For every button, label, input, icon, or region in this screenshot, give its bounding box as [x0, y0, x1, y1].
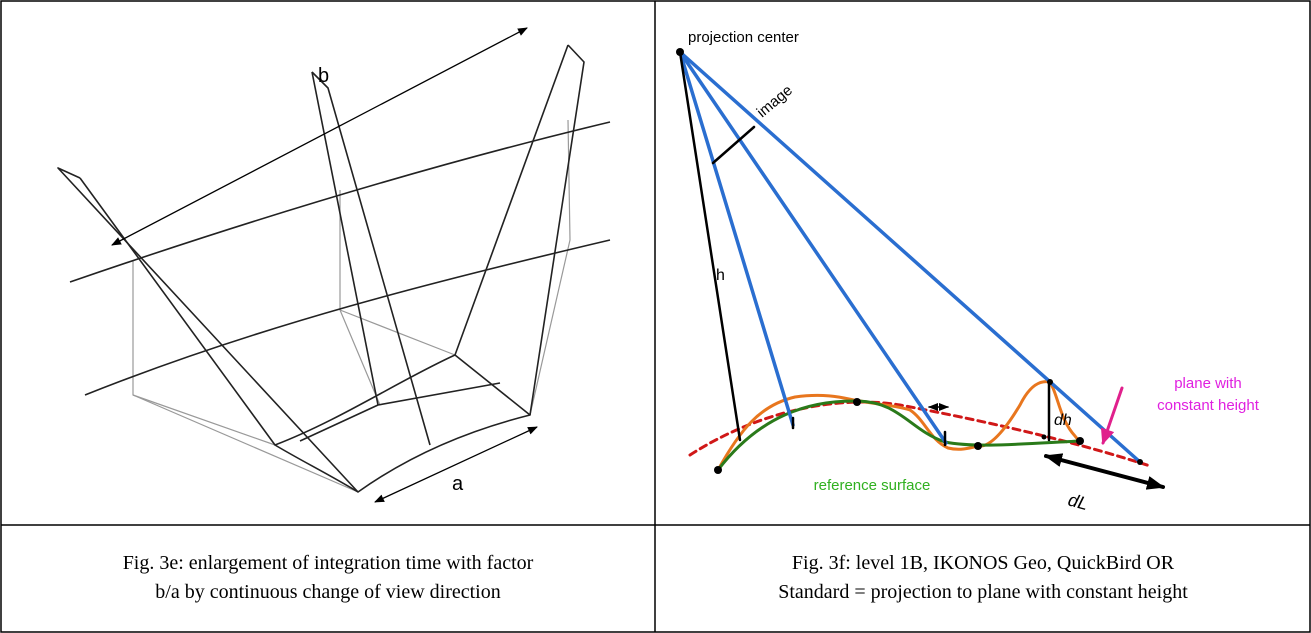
label-h: h — [716, 267, 725, 284]
caption: Standard = projection to plane with cons… — [778, 581, 1188, 603]
caption: b/a by continuous change of view directi… — [155, 581, 500, 603]
label-projection-center: projection center — [688, 29, 799, 46]
label-plane: plane with — [1174, 375, 1242, 392]
label-dh: dh — [1054, 412, 1072, 429]
label-plane: constant height — [1157, 397, 1260, 414]
label-a: a — [452, 473, 464, 495]
label-b: b — [318, 65, 329, 87]
label-image: image — [754, 82, 796, 121]
label-reference-surface: reference surface — [814, 477, 931, 494]
label-dl: dL — [1066, 490, 1091, 515]
left-diagram — [57, 27, 611, 503]
caption: Fig. 3e: enlargement of integration time… — [123, 552, 534, 574]
caption: Fig. 3f: level 1B, IKONOS Geo, QuickBird… — [792, 552, 1175, 574]
right-diagram — [676, 48, 1165, 490]
